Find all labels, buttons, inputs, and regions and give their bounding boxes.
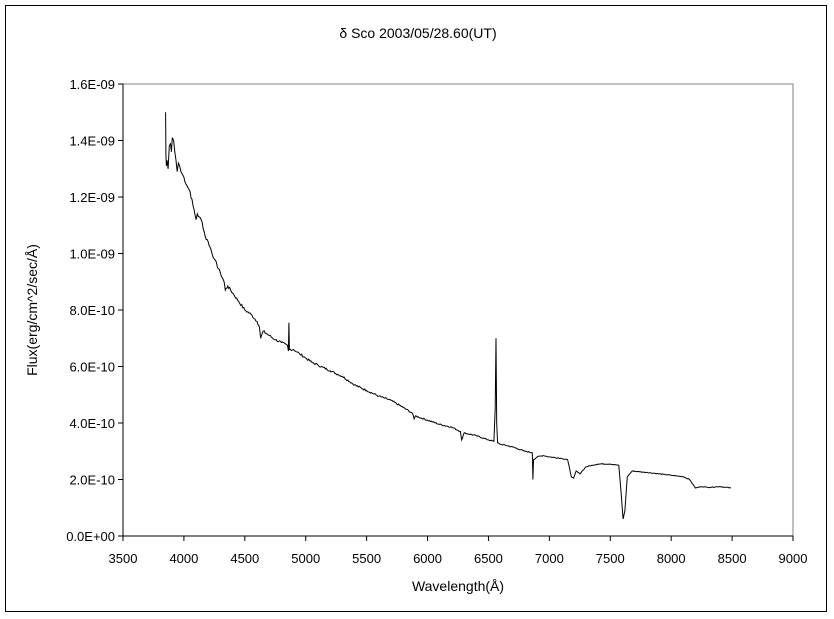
x-axis: 3500 4000 4500 5000 5500 6000 6500 7000 7500 8000… bbox=[109, 535, 808, 566]
x-tick-label: 4500 bbox=[230, 551, 259, 566]
chart-svg: δ Sco 2003/05/28.60(UT) 0.0E+00 2.0E-10 4.… bbox=[24, 25, 808, 594]
x-tick-label: 8000 bbox=[657, 551, 686, 566]
y-tick-label: 1.6E-09 bbox=[69, 77, 115, 92]
x-tick-label: 7500 bbox=[596, 551, 625, 566]
x-tick-label: 7000 bbox=[535, 551, 564, 566]
x-tick-label: 3500 bbox=[109, 551, 138, 566]
x-tick-label: 4000 bbox=[169, 551, 198, 566]
chart-title: δ Sco 2003/05/28.60(UT) bbox=[339, 25, 496, 41]
x-tick-label: 5500 bbox=[352, 551, 381, 566]
y-axis-title: Flux(erg/cm^2/sec/Å) bbox=[24, 244, 40, 376]
y-tick-label: 2.0E-10 bbox=[69, 473, 115, 488]
y-tick-label: 0.0E+00 bbox=[66, 529, 115, 544]
y-tick-label: 8.0E-10 bbox=[69, 303, 115, 318]
plot-area bbox=[122, 83, 794, 537]
spectrum-line bbox=[165, 112, 732, 520]
x-axis-title: Wavelength(Å) bbox=[412, 578, 504, 594]
y-tick-label: 1.4E-09 bbox=[69, 134, 115, 149]
x-tick-label: 9000 bbox=[779, 551, 808, 566]
y-tick-label: 1.0E-09 bbox=[69, 247, 115, 262]
y-tick-label: 6.0E-10 bbox=[69, 360, 115, 375]
y-tick-label: 4.0E-10 bbox=[69, 416, 115, 431]
y-axis: 0.0E+00 2.0E-10 4.0E-10 6.0E-10 8.0E-10 1.0E-… bbox=[66, 77, 124, 544]
x-tick-label: 6500 bbox=[474, 551, 503, 566]
x-tick-label: 6000 bbox=[413, 551, 442, 566]
chart-frame: δ Sco 2003/05/28.60(UT) 0.0E+00 2.0E-10 4.… bbox=[5, 5, 827, 612]
x-tick-label: 8500 bbox=[718, 551, 747, 566]
y-tick-label: 1.2E-09 bbox=[69, 190, 115, 205]
x-tick-label: 5000 bbox=[291, 551, 320, 566]
